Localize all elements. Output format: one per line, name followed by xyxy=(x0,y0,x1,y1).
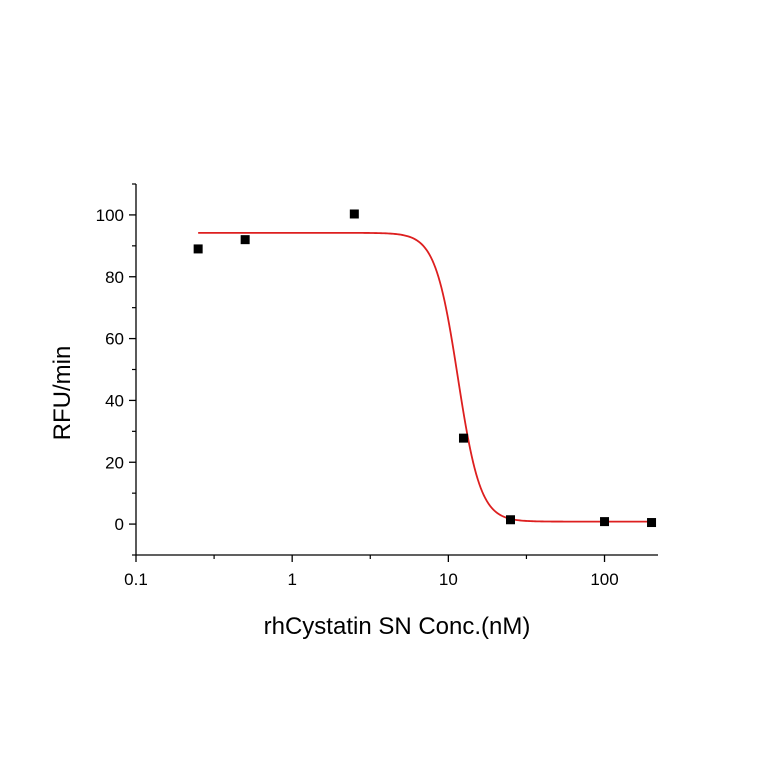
data-point xyxy=(458,433,468,443)
y-tick-label: 40 xyxy=(105,391,124,410)
data-point xyxy=(240,235,250,245)
y-tick-label: 0 xyxy=(115,515,124,534)
x-tick-label: 10 xyxy=(439,570,458,589)
axes-layer: 0.1 1 10 100 0 20 40 60 80 100 xyxy=(96,183,658,589)
data-point xyxy=(600,517,610,527)
data-point xyxy=(505,515,515,525)
fit-curve-layer xyxy=(198,231,652,523)
fit-curve-line xyxy=(198,231,652,523)
y-tick-label: 100 xyxy=(96,206,124,225)
y-tick-label: 60 xyxy=(105,330,124,349)
x-tick-label: 1 xyxy=(287,570,296,589)
x-tick-label: 100 xyxy=(590,570,618,589)
y-axis-title: RFU/min xyxy=(49,346,76,441)
x-axis-title: rhCystatin SN Conc.(nM) xyxy=(264,613,531,640)
y-tick-label: 80 xyxy=(105,268,124,287)
data-point xyxy=(349,209,359,219)
y-tick-label: 20 xyxy=(105,453,124,472)
x-tick-label: 0.1 xyxy=(124,570,148,589)
data-point xyxy=(647,518,657,528)
data-points-layer xyxy=(193,209,657,528)
data-point xyxy=(193,244,203,254)
